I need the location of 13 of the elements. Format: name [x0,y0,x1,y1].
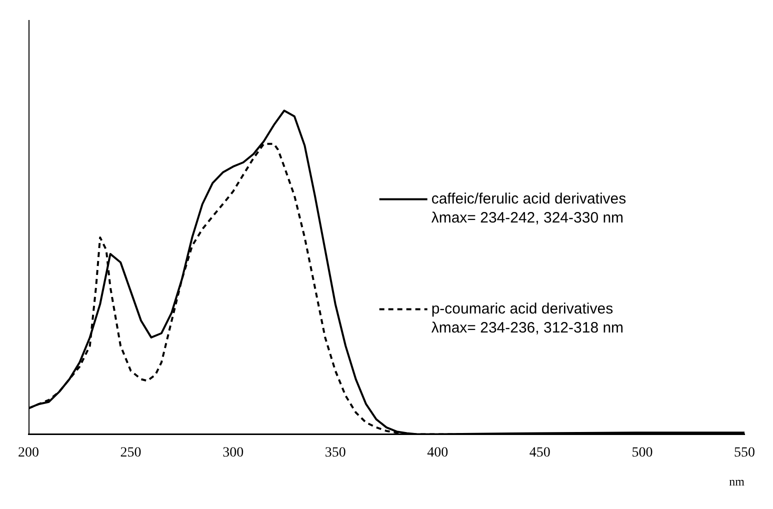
x-tick-label: 500 [632,445,653,460]
x-tick-label: 350 [324,445,346,460]
x-tick-label: 400 [427,445,448,460]
legend-label: p-coumaric acid derivatives [431,300,614,318]
x-tick-label: 550 [734,445,755,460]
x-axis-title: nm [729,474,746,488]
x-tick-label: 250 [120,445,142,460]
x-tick-label: 200 [18,445,39,460]
annotation: λmax= 234-242, 324-330 nm [431,209,624,226]
legend-label: caffeic/ferulic acid derivatives [431,190,626,208]
x-tick-label: 450 [529,445,550,460]
annotation: λmax= 234-236, 312-318 nm [431,319,624,336]
x-tick-label: 300 [222,445,244,460]
